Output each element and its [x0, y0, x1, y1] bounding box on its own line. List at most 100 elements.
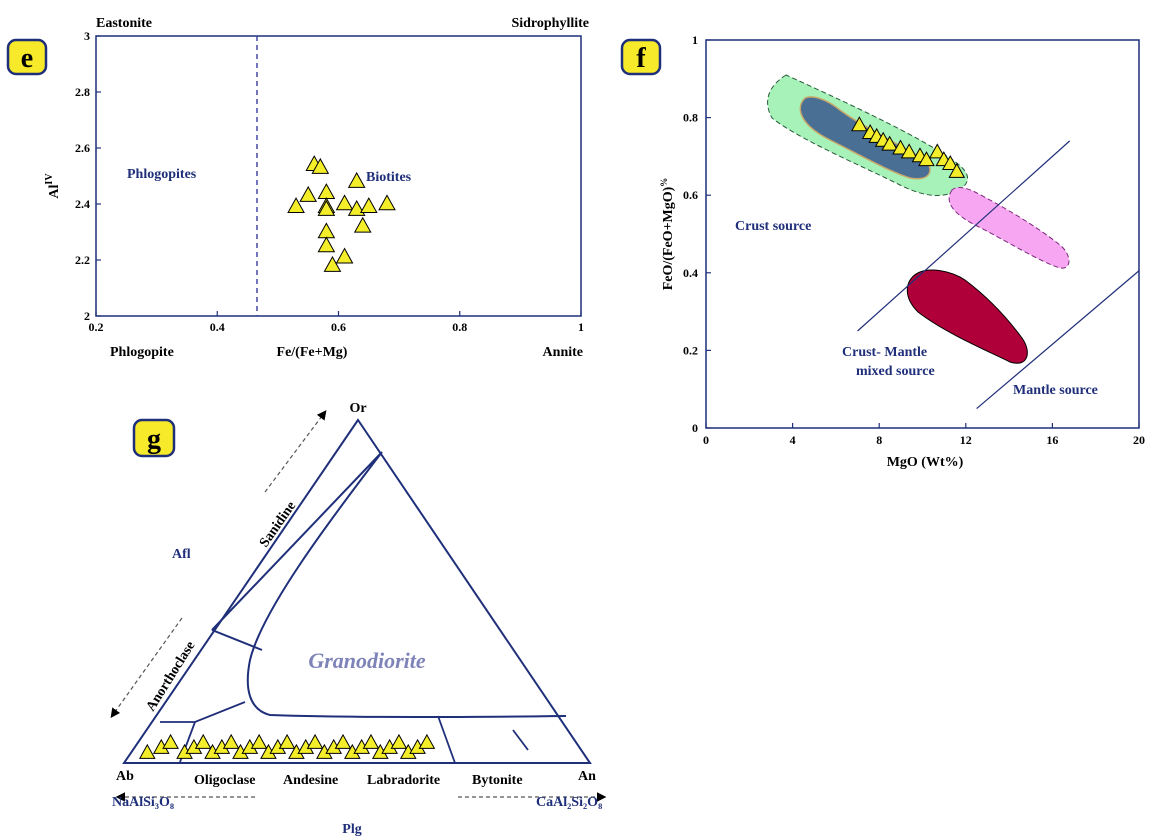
y-tick-label: 3 — [84, 29, 90, 43]
panel-e-x-ticks: 0.2 0.4 0.6 0.8 1 — [89, 311, 584, 334]
data-point — [222, 733, 240, 749]
field-pink-envelope — [948, 187, 1070, 269]
panel-e: e Eastonite Sidrophyllite Phlogopite Ann… — [6, 16, 589, 360]
data-point — [353, 216, 372, 233]
y-tick-label: 0.4 — [683, 266, 698, 280]
svg-text:AlIV: AlIV — [44, 173, 62, 199]
data-point — [317, 199, 336, 216]
data-point — [299, 185, 318, 202]
y-tick-label: 0 — [692, 421, 698, 435]
y-tick-label: 2 — [84, 309, 90, 323]
data-point — [347, 171, 366, 188]
base-label-bytonite: Bytonite — [472, 773, 523, 788]
y-tick-label: 2.8 — [75, 85, 90, 99]
field-label-phlogopites: Phlogopites — [127, 167, 197, 182]
field-label-granodiorite: Granodiorite — [308, 648, 426, 673]
x-tick-label: 0 — [703, 433, 709, 447]
base-label-oligoclase: Oligoclase — [194, 773, 255, 788]
data-point — [928, 143, 946, 159]
group-label-plg: Plg — [342, 822, 361, 837]
apex-label-ab: Ab — [116, 769, 134, 784]
x-tick-label: 1 — [578, 320, 584, 334]
data-point — [335, 194, 354, 211]
data-point — [362, 733, 380, 749]
panel-f-badge-label: f — [636, 43, 646, 74]
panel-g-badge: g — [132, 418, 176, 458]
data-point — [311, 157, 330, 174]
panel-f-badge: f — [620, 38, 662, 76]
panel-f-y-axis-label-group: FeO/(FeO+MgO)% — [659, 178, 676, 291]
data-point — [287, 197, 305, 214]
y-tick-label: 0.8 — [683, 111, 698, 125]
data-point — [138, 743, 156, 759]
x-tick-label: 0.8 — [452, 320, 467, 334]
x-tick-label: 4 — [790, 433, 796, 447]
data-point — [900, 143, 918, 159]
data-point — [948, 162, 966, 178]
panel-e-y-axis-label-group: AlIV — [44, 173, 62, 199]
data-point — [278, 733, 296, 749]
panel-g: g Or Ab An NaAlSi₃O₈ CaAl₂Si₂O₈ Afl Plg … — [110, 401, 607, 837]
base-label-labradorite: Labradorite — [367, 773, 440, 788]
formula-naalsi3o8: NaAlSi₃O₈ — [112, 795, 174, 810]
x-tick-label: 0.4 — [210, 320, 225, 334]
data-point — [162, 733, 179, 749]
data-point — [918, 151, 935, 167]
data-point — [317, 183, 336, 200]
boundary-line — [976, 270, 1140, 410]
x-tick-label: 0.6 — [331, 320, 346, 334]
formula-caal2si2o8: CaAl₂Si₂O₈ — [536, 795, 602, 810]
ternary-field-boundaries — [211, 451, 567, 718]
data-point — [306, 733, 324, 749]
corner-label-sidrophyllite: Sidrophyllite — [511, 16, 589, 31]
panel-e-y-axis-label: Al — [47, 184, 62, 198]
boundary-line — [857, 140, 1071, 332]
panel-e-y-ticks: 2 2.2 2.4 2.6 2.8 3 — [75, 29, 101, 323]
ternary-triangle — [122, 418, 592, 764]
edge-label-sanidine: Sanidine — [257, 499, 299, 550]
panel-e-y-axis-label-sup: IV — [44, 173, 55, 185]
field-label-crust-source: Crust source — [735, 219, 811, 234]
corner-label-phlogopite: Phlogopite — [110, 345, 174, 360]
field-label-mantle-source: Mantle source — [1013, 383, 1098, 398]
base-label-andesine: Andesine — [283, 773, 338, 788]
y-tick-label: 0.6 — [683, 188, 698, 202]
arrow-up-or — [264, 410, 327, 493]
field-label-crust-mantle-2: mixed source — [856, 364, 935, 379]
x-tick-label: 8 — [876, 433, 882, 447]
panel-f-x-ticks: 0 4 8 12 16 20 — [703, 423, 1145, 447]
apex-label-or: Or — [349, 401, 366, 416]
x-tick-label: 16 — [1046, 433, 1058, 447]
data-point — [335, 247, 354, 264]
data-point — [851, 116, 868, 132]
panel-f-points — [851, 116, 966, 178]
data-point — [317, 236, 336, 253]
field-red-envelope — [906, 269, 1028, 364]
data-point — [390, 733, 408, 749]
group-label-afl: Afl — [172, 547, 191, 562]
data-point — [317, 222, 336, 239]
field-label-biotites: Biotites — [366, 170, 412, 185]
data-point — [378, 194, 396, 211]
data-point — [194, 733, 212, 749]
x-tick-label: 0.2 — [89, 320, 104, 334]
panel-f-y-axis-label: FeO/(FeO+MgO) — [661, 186, 676, 290]
panel-f-x-axis-label: MgO (Wt%) — [887, 455, 964, 470]
ternary-subfield-lines — [160, 701, 529, 764]
panel-g-badge-label: g — [147, 424, 161, 455]
panel-f-plot-frame — [705, 39, 1140, 429]
panel-f-y-axis-label-sup: % — [659, 178, 669, 187]
panel-f: f 00.20.40.60.81 0 4 8 12 16 20 Crust source … — [620, 33, 1145, 470]
data-point — [334, 733, 352, 749]
panel-e-badge-label: e — [21, 43, 33, 74]
data-point — [881, 135, 899, 151]
svg-text:FeO/(FeO+MgO)%: FeO/(FeO+MgO)% — [659, 178, 676, 291]
apex-label-an: An — [578, 769, 596, 784]
x-tick-label: 20 — [1133, 433, 1145, 447]
y-tick-label: 1 — [692, 33, 698, 47]
data-point — [323, 255, 342, 272]
data-point — [941, 155, 959, 171]
panel-e-badge: e — [6, 38, 48, 76]
x-tick-label: 12 — [960, 433, 972, 447]
